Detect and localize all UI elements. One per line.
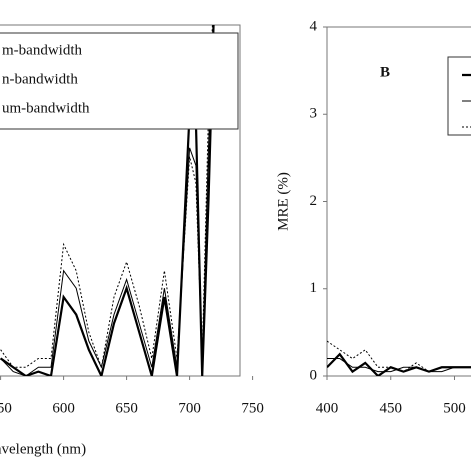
series-line <box>327 358 471 373</box>
x-axis-title: Wavelength (nm) <box>0 441 86 457</box>
x-tick-label: 650 <box>115 400 138 416</box>
legend-box <box>447 56 471 136</box>
x-tick-label: 750 <box>241 400 264 416</box>
y-axis-title: MRE (%) <box>275 172 291 231</box>
legend-label: n-bandwidth <box>2 71 78 87</box>
series-line <box>0 25 213 370</box>
plot-frame <box>0 24 241 377</box>
y-tick-label: 3 <box>310 106 318 122</box>
panel-label: B <box>380 64 390 80</box>
y-tick-label: 4 <box>310 18 318 34</box>
x-tick-label: 600 <box>52 400 75 416</box>
y-tick-label: 1 <box>310 280 318 296</box>
x-tick-label: 700 <box>178 400 201 416</box>
legend-label: m-bandwidth <box>2 42 82 58</box>
x-tick-label: 500 <box>443 400 466 416</box>
legend-box <box>0 32 239 130</box>
x-tick-label: 550 <box>0 400 12 416</box>
x-tick-label: 450 <box>380 400 403 416</box>
legend-label: um-bandwidth <box>2 100 90 116</box>
series-line <box>0 25 214 376</box>
y-tick-label: 0 <box>310 367 318 383</box>
x-tick-label: 400 <box>316 400 339 416</box>
y-tick-label: 2 <box>310 193 318 209</box>
